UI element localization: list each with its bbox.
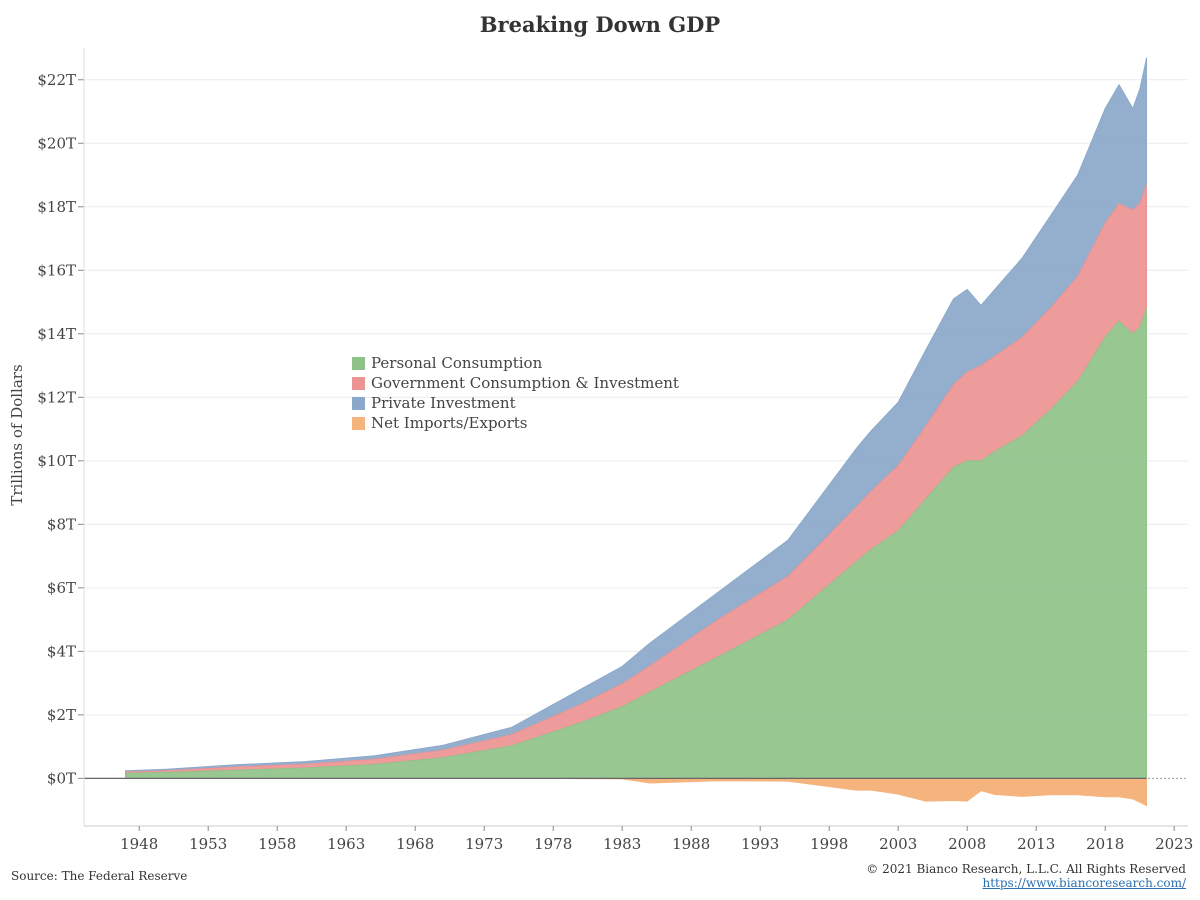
x-tick-label: 2018 bbox=[1086, 835, 1124, 853]
x-tick-label: 1973 bbox=[465, 835, 503, 853]
x-tick-label: 2008 bbox=[948, 835, 986, 853]
legend-label: Private Investment bbox=[371, 394, 516, 412]
legend-swatch bbox=[352, 396, 365, 410]
legend-item-net-imports-exports[interactable]: Net Imports/Exports bbox=[352, 413, 679, 433]
legend-item-private-investment[interactable]: Private Investment bbox=[352, 393, 679, 413]
y-tick-label: $8T bbox=[47, 515, 76, 533]
axes: $0T $2T $4T $6T $8T $10T $12T $14T $16T $18T $20T $… bbox=[37, 48, 1193, 853]
x-tick-label: 1978 bbox=[534, 835, 572, 853]
y-tick-label: $4T bbox=[47, 642, 76, 660]
y-tick-label: $12T bbox=[37, 388, 76, 406]
legend-item-government[interactable]: Government Consumption & Investment bbox=[352, 373, 679, 393]
y-tick-label: $16T bbox=[37, 261, 76, 279]
gridlines bbox=[84, 79, 1188, 716]
y-tick-label: $18T bbox=[37, 198, 76, 216]
y-tick-label: $0T bbox=[47, 769, 76, 787]
x-tick-label: 2023 bbox=[1155, 835, 1193, 853]
legend-label: Personal Consumption bbox=[371, 354, 543, 372]
y-tick-label: $10T bbox=[37, 452, 76, 470]
y-tick-label: $2T bbox=[47, 706, 76, 724]
y-axis-label: Trillions of Dollars bbox=[8, 364, 26, 505]
source-note: Source: The Federal Reserve bbox=[11, 869, 188, 883]
x-tick-label: 1993 bbox=[741, 835, 779, 853]
y-tick-label: $14T bbox=[37, 325, 76, 343]
legend-item-personal-consumption[interactable]: Personal Consumption bbox=[352, 353, 679, 373]
x-tick-label: 1963 bbox=[327, 835, 365, 853]
x-tick-label: 1948 bbox=[120, 835, 158, 853]
legend-label: Net Imports/Exports bbox=[371, 414, 528, 432]
website-link[interactable]: https://www.biancoresearch.com/ bbox=[982, 876, 1186, 890]
area-net-imports-exports[interactable] bbox=[125, 778, 1147, 807]
x-tick-label: 1983 bbox=[603, 835, 641, 853]
legend-swatch bbox=[352, 376, 365, 390]
x-tick-label: 2013 bbox=[1017, 835, 1055, 853]
x-tick-label: 2003 bbox=[879, 835, 917, 853]
x-tick-label: 1968 bbox=[396, 835, 434, 853]
legend-swatch bbox=[352, 356, 365, 370]
copyright-note: © 2021 Bianco Research, L.L.C. All Right… bbox=[866, 862, 1186, 876]
y-tick-label: $22T bbox=[37, 71, 76, 89]
legend-label: Government Consumption & Investment bbox=[371, 374, 679, 392]
x-tick-label: 1998 bbox=[810, 835, 848, 853]
chart-title: Breaking Down GDP bbox=[479, 12, 721, 37]
legend-swatch bbox=[352, 416, 365, 430]
y-tick-label: $6T bbox=[47, 579, 76, 597]
x-tick-label: 1953 bbox=[189, 835, 227, 853]
y-tick-label: $20T bbox=[37, 134, 76, 152]
x-tick-label: 1958 bbox=[258, 835, 296, 853]
legend: Personal Consumption Government Consumpt… bbox=[352, 353, 679, 433]
x-tick-label: 1988 bbox=[672, 835, 710, 853]
